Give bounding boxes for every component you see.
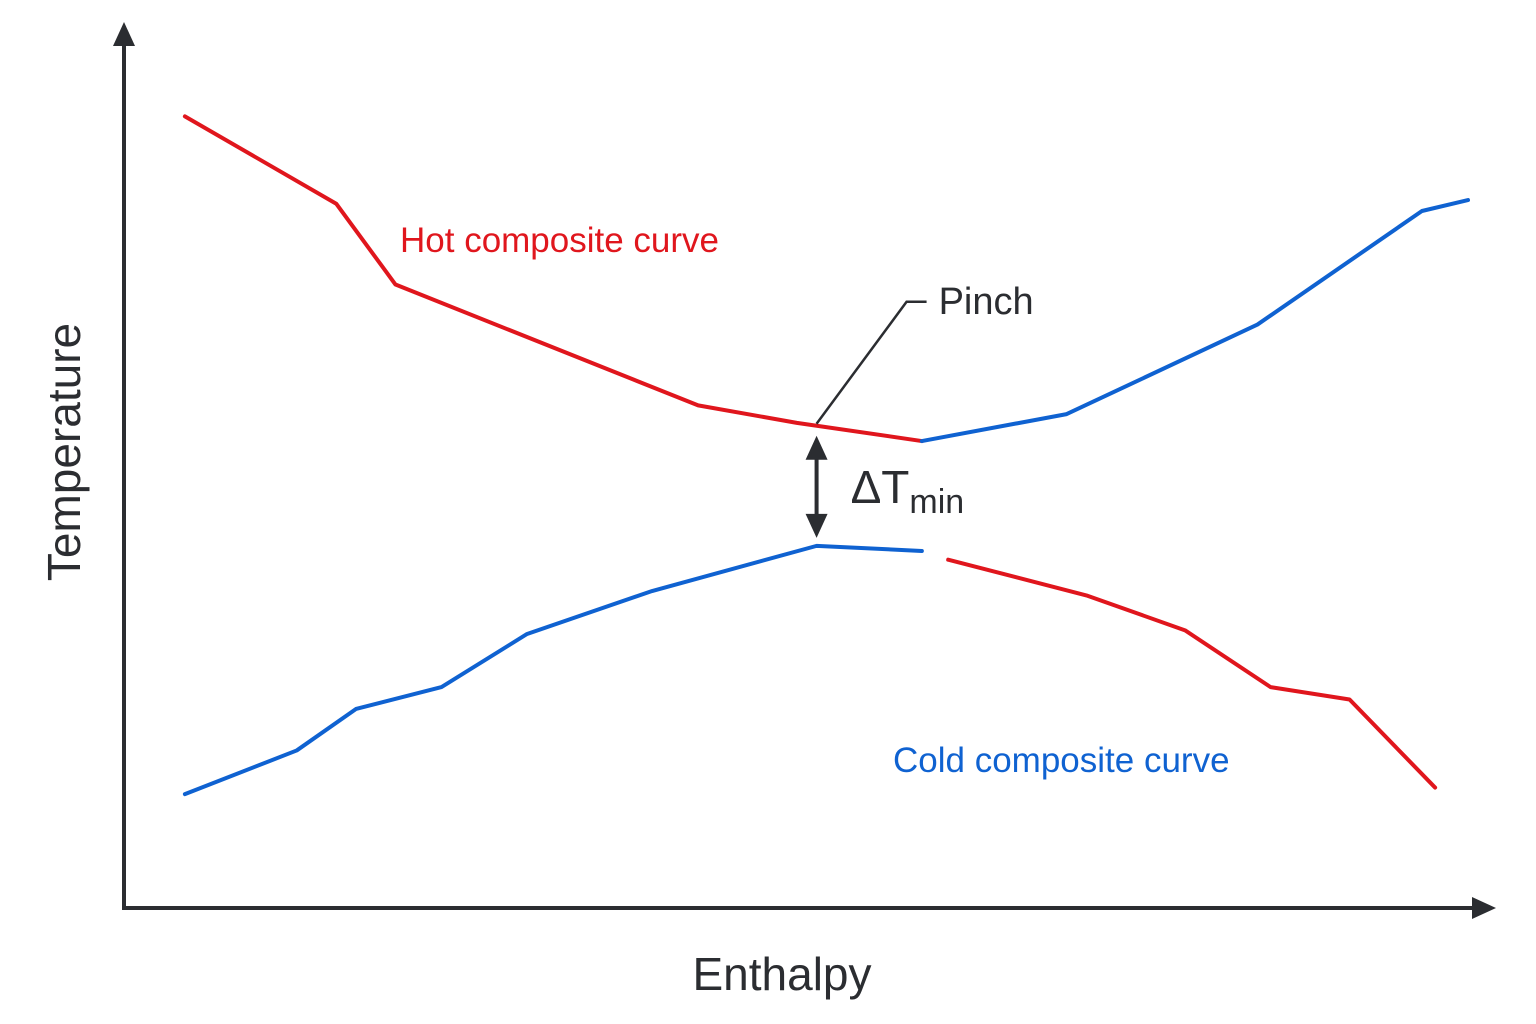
hot-curve-segment-1 bbox=[946, 557, 1438, 790]
delta-t-min-label: ΔTmin bbox=[851, 461, 965, 521]
delta-t-arrow-bottom-icon bbox=[805, 513, 828, 538]
hot-curve-label: Hot composite curve bbox=[400, 221, 719, 260]
y-axis-title: Temperature bbox=[38, 323, 90, 581]
axes bbox=[113, 22, 1496, 919]
pinch-label: Pinch bbox=[939, 281, 1034, 323]
x-axis-arrow-icon bbox=[1472, 897, 1496, 919]
x-axis-title: Enthalpy bbox=[692, 948, 871, 1000]
annotation-layer: Pinch ΔTmin bbox=[805, 281, 1034, 538]
hot-curve-segment-0 bbox=[182, 114, 924, 444]
cold-curve-segment-2 bbox=[182, 543, 924, 797]
delta-t-subscript: min bbox=[909, 483, 964, 521]
y-axis-arrow-icon bbox=[113, 22, 135, 46]
cold-curve-label: Cold composite curve bbox=[893, 741, 1230, 780]
series-layer bbox=[182, 114, 1470, 797]
pinch-leader-line bbox=[815, 300, 927, 425]
delta-t-arrow-top-icon bbox=[805, 435, 828, 460]
delta-t-symbol: ΔT bbox=[851, 461, 910, 513]
cold-curve-segment-3 bbox=[919, 198, 1470, 444]
